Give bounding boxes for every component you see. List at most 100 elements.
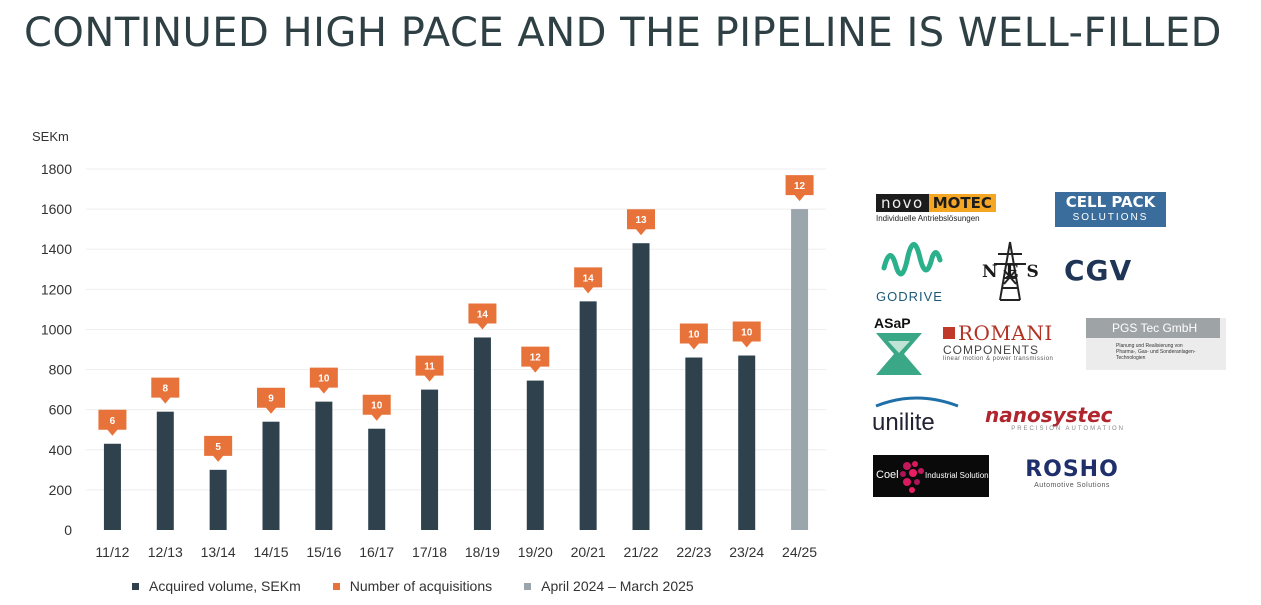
bar — [103, 443, 121, 530]
acquisitions-label: 11 — [424, 362, 435, 373]
pgs-logo: PGS Tec GmbH Planung und Realisierung vo… — [1086, 318, 1226, 370]
x-tick-label: 17/18 — [412, 544, 447, 560]
y-tick-label: 1000 — [41, 321, 72, 337]
acquisitions-label: 9 — [268, 394, 274, 405]
asap-text: ASaP — [874, 315, 911, 331]
acquisitions-label: 8 — [163, 384, 169, 395]
cgv-logo: CGV — [1064, 254, 1133, 287]
bar — [526, 380, 544, 530]
acquisitions-label: 13 — [635, 215, 647, 226]
unilite-arc-icon — [875, 396, 959, 408]
y-tick-label: 200 — [49, 482, 73, 498]
legend-swatch-volume — [132, 582, 139, 590]
power-tower-icon — [994, 241, 1026, 301]
acquisitions-marker — [362, 394, 391, 421]
bar — [156, 411, 174, 530]
x-tick-label: 19/20 — [518, 544, 553, 560]
x-tick-label: 16/17 — [359, 544, 394, 560]
x-tick-label: 18/19 — [465, 544, 500, 560]
x-tick-label: 14/15 — [253, 544, 288, 560]
acquisitions-marker — [521, 346, 550, 373]
coel-dots-icon — [900, 461, 924, 493]
acquisitions-label: 5 — [215, 442, 221, 453]
y-axis-label: SEKm — [32, 129, 69, 144]
x-tick-label: 20/21 — [571, 544, 606, 560]
acquisitions-marker — [732, 321, 761, 348]
x-tick-label: 11/12 — [95, 544, 129, 560]
acquisitions-marker — [679, 323, 708, 350]
y-tick-label: 1600 — [41, 201, 72, 217]
bar — [262, 421, 280, 530]
bar — [632, 243, 650, 530]
nes-text: NES — [982, 262, 1047, 282]
acquisitions-marker — [785, 175, 814, 202]
acquisitions-label: 14 — [583, 273, 595, 284]
nanosystec-subtitle: PRECISION AUTOMATION — [1011, 426, 1125, 432]
legend-label-acquisitions: Number of acquisitions — [349, 578, 493, 594]
romani-line2: COMPONENTS — [943, 343, 1040, 357]
x-tick-label: 22/23 — [676, 544, 711, 560]
godrive-text: GODRIVE — [876, 289, 943, 304]
y-tick-label: 1800 — [41, 161, 72, 177]
acquisitions-marker — [98, 409, 127, 436]
x-tick-label: 21/22 — [623, 544, 658, 560]
bar — [685, 357, 703, 530]
pgs-subtitle: Planung und Realisierung von Pharma-, Ga… — [1116, 343, 1196, 361]
legend-swatch-highlight — [524, 582, 532, 590]
bar — [473, 337, 491, 530]
acquisitions-label: 14 — [477, 309, 489, 320]
acquisitions-label: 12 — [794, 181, 806, 192]
romani-line1: ROMANI — [958, 321, 1053, 345]
novomotec-part2: MOTEC — [928, 194, 996, 212]
novomotec-part1: novo — [876, 194, 929, 212]
nanosystec-logo: nanosystec PRECISION AUTOMATION — [985, 404, 1133, 438]
novomotec-logo: novo MOTEC Individuelle Antriebslösungen — [876, 194, 1026, 224]
acquisitions-marker — [415, 355, 444, 382]
y-tick-label: 400 — [49, 442, 73, 458]
nes-logo: NES — [980, 240, 1040, 302]
legend-item-highlight: April 2024 – March 2025 — [524, 578, 694, 594]
acquisitions-marker — [309, 367, 338, 394]
acquisitions-marker — [468, 303, 497, 330]
legend-item-acquisitions: Number of acquisitions — [332, 578, 493, 594]
unilite-text: unilite — [872, 409, 935, 436]
unilite-logo: unilite — [872, 394, 962, 436]
x-tick-label: 15/16 — [306, 544, 341, 560]
cellpack-line1: CELL PACK — [1065, 193, 1156, 211]
bar-chart: SEKm 0 200 400 600 800 1000 1200 1400 1600 1800 6 11… — [32, 129, 826, 560]
bar — [421, 389, 439, 530]
legend-label-highlight: April 2024 – March 2025 — [541, 578, 694, 594]
y-tick-label: 0 — [64, 522, 72, 538]
acquisitions-label: 12 — [530, 353, 542, 364]
bar — [209, 469, 227, 530]
cellpack-line2: SOLUTIONS — [1072, 212, 1149, 223]
legend-swatch-acquisitions — [332, 582, 340, 590]
acquisitions-marker — [204, 435, 233, 462]
cellpack-logo: CELL PACK SOLUTIONS — [1055, 192, 1166, 227]
y-tick-label: 800 — [49, 362, 73, 378]
x-tick-label: 24/25 — [782, 544, 817, 560]
coel-logo: Coel Industrial Solutions — [873, 455, 993, 497]
y-tick-label: 1400 — [41, 241, 72, 257]
bar — [738, 355, 756, 530]
chart-legend: Acquired volume, SEKm Number of acquisit… — [132, 578, 726, 594]
legend-item-volume: Acquired volume, SEKm — [132, 578, 301, 594]
acquisitions-marker — [574, 267, 603, 294]
acquisitions-label: 10 — [688, 330, 700, 341]
acquisitions-label: 10 — [371, 401, 383, 412]
novomotec-subtitle: Individuelle Antriebslösungen — [876, 214, 980, 223]
rosho-subtitle: Automotive Solutions — [1034, 482, 1110, 489]
x-tick-label: 13/14 — [201, 544, 236, 560]
godrive-wave-icon — [881, 242, 943, 277]
asap-hourglass-icon — [876, 333, 922, 375]
acquisitions-label: 6 — [110, 416, 116, 427]
acquisitions-marker — [257, 387, 285, 414]
bar — [791, 209, 809, 530]
pgs-title: PGS Tec GmbH — [1086, 318, 1220, 338]
asap-logo: ASaP — [874, 316, 926, 380]
nanosystec-text: nanosystec — [985, 403, 1113, 427]
coel-text: Coel — [876, 469, 899, 481]
acquisitions-marker — [627, 209, 655, 236]
legend-label-volume: Acquired volume, SEKm — [149, 578, 301, 594]
coel-subtitle: Industrial Solutions — [925, 471, 993, 480]
